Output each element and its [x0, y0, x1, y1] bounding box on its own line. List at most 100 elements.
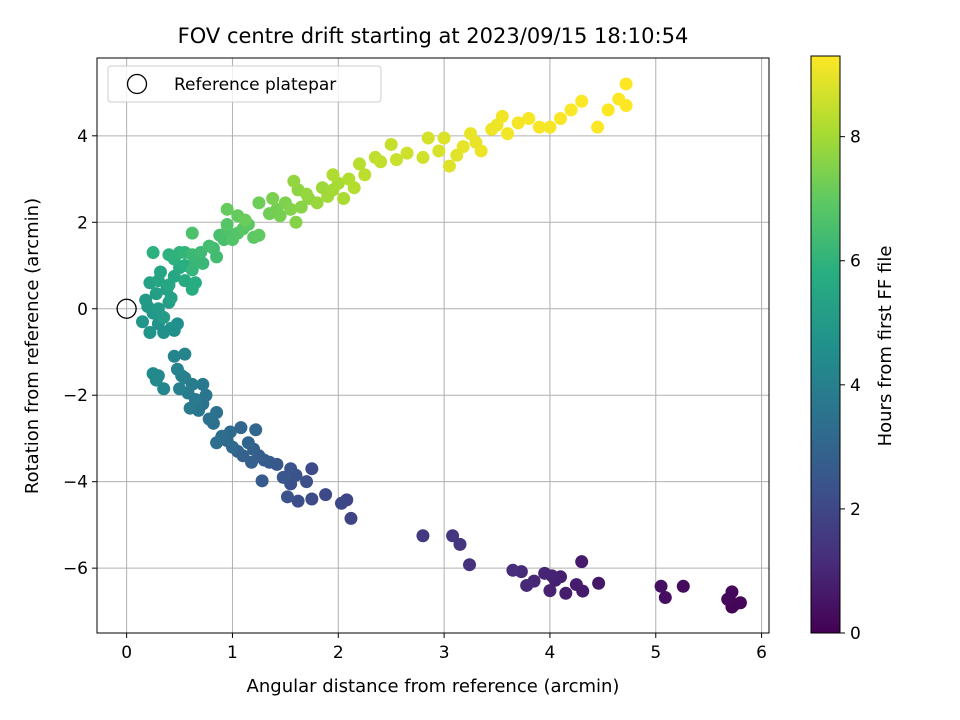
plot-frame [96, 57, 770, 634]
data-point [456, 140, 470, 154]
data-point [146, 246, 160, 260]
data-point [284, 202, 298, 216]
data-point [149, 287, 163, 301]
legend-entry: Reference platepar [174, 75, 336, 95]
data-point [287, 174, 301, 188]
data-point [136, 315, 150, 329]
y-tick-label: −2 [63, 386, 88, 406]
data-point [619, 77, 633, 91]
data-point [280, 490, 294, 504]
data-point [389, 153, 403, 167]
colorbar-tick-label: 0 [850, 624, 861, 644]
data-point [178, 274, 192, 288]
data-point [575, 555, 589, 569]
data-point [654, 579, 668, 593]
data-point [564, 103, 578, 117]
data-point [220, 202, 234, 216]
data-point [601, 103, 615, 117]
data-point [721, 592, 735, 606]
data-point [276, 470, 290, 484]
legend-marker [126, 73, 148, 95]
data-point [421, 131, 435, 145]
data-point [167, 349, 181, 363]
data-point [255, 474, 269, 488]
data-point [416, 150, 430, 164]
data-point [575, 94, 589, 108]
data-point [210, 436, 224, 450]
data-point [170, 362, 184, 376]
data-point [474, 144, 488, 158]
data-point [183, 401, 197, 415]
y-tick-label: −4 [63, 473, 88, 493]
data-point [511, 116, 525, 130]
data-point [358, 168, 372, 182]
legend-box [107, 65, 382, 103]
data-point [146, 367, 160, 381]
colorbar-tick-label: 6 [850, 252, 861, 272]
colorbar-label: Hours from first FF file [875, 246, 896, 447]
y-tick-label: 2 [77, 213, 88, 233]
x-tick-label: 5 [650, 643, 661, 663]
reference-marker [116, 298, 137, 319]
x-tick-label: 4 [545, 643, 556, 663]
x-axis-label: Angular distance from reference (arcmin) [247, 676, 620, 697]
y-axis-label: Rotation from reference (arcmin) [22, 198, 43, 494]
data-point [446, 529, 460, 543]
data-point [210, 250, 224, 264]
data-point [501, 127, 515, 141]
data-point [344, 511, 358, 525]
data-point [453, 537, 467, 551]
data-point [543, 120, 557, 134]
data-point [178, 347, 192, 361]
data-point [619, 99, 633, 113]
data-point [185, 226, 199, 240]
data-point [202, 412, 216, 426]
y-axis-ticks: −6 −4 −2 0 2 4 [63, 127, 97, 579]
data-point [164, 291, 178, 305]
data-point [188, 276, 202, 290]
data-point [157, 382, 171, 396]
data-point [337, 192, 351, 206]
data-point [300, 187, 314, 201]
y-tick-label: 0 [77, 300, 88, 320]
data-point [153, 265, 167, 279]
data-point [463, 558, 477, 572]
data-point [506, 563, 520, 577]
colorbar-tick-label: 2 [850, 500, 861, 520]
data-point [559, 586, 573, 600]
data-point [554, 112, 568, 126]
data-point [252, 196, 266, 210]
data-point [520, 578, 534, 592]
data-point [157, 310, 171, 324]
data-point [199, 388, 213, 402]
data-point [658, 591, 672, 605]
colorbar-tick-label: 4 [850, 376, 861, 396]
grid [97, 58, 769, 633]
data-point [495, 109, 509, 123]
data-point [591, 120, 605, 134]
x-tick-label: 6 [756, 643, 767, 663]
chart-title: FOV centre drift starting at 2023/09/15 … [178, 24, 689, 48]
data-point [143, 326, 157, 340]
data-point [569, 578, 583, 592]
x-tick-label: 0 [121, 643, 132, 663]
data-point [334, 496, 348, 510]
data-point [442, 159, 456, 173]
data-point [437, 131, 451, 145]
data-point [202, 239, 216, 253]
colorbar-ticks: 0 2 4 6 8 [840, 128, 861, 644]
data-point [352, 157, 366, 171]
y-tick-label: 4 [77, 127, 88, 147]
x-tick-label: 3 [439, 643, 450, 663]
data-point [538, 566, 552, 580]
data-point [162, 248, 176, 262]
data-point [432, 144, 446, 158]
data-points [136, 77, 747, 614]
data-point [139, 293, 153, 307]
colorbar: 0 2 4 6 8 Hours from first FF file [810, 55, 896, 644]
colorbar-gradient [810, 55, 841, 634]
legend: Reference platepar [107, 65, 382, 103]
data-point [374, 155, 388, 169]
data-point [220, 217, 234, 231]
